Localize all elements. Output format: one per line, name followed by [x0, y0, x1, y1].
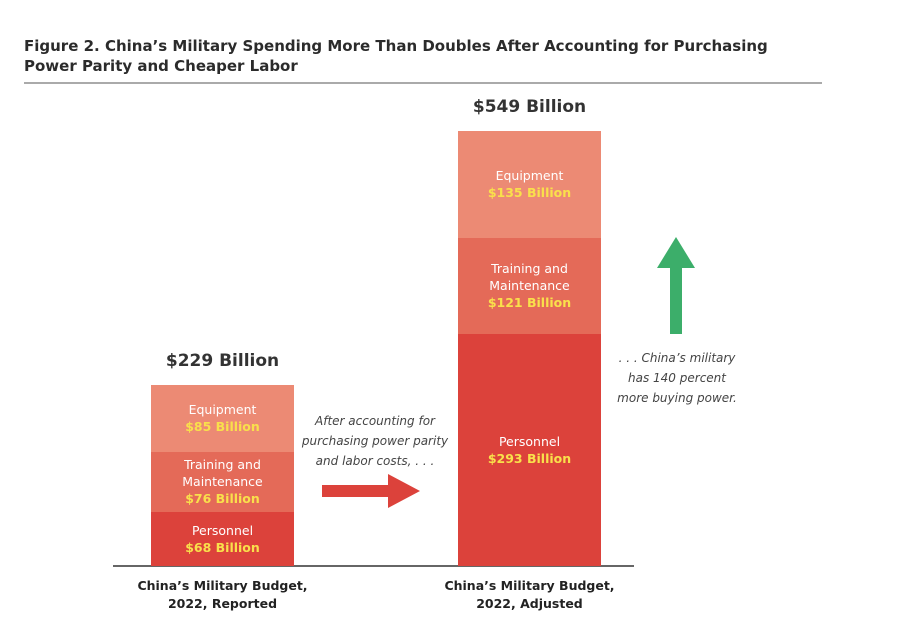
segment-label: Personnel — [191, 523, 254, 539]
x-tick-label: China’s Military Budget, 2022, Reported — [137, 578, 308, 611]
chart-title: Figure 2. China’s Military Spending More… — [24, 37, 768, 75]
total-label: $549 Billion — [472, 97, 587, 117]
value-label: $121 Billion — [487, 295, 572, 311]
right-arrow — [322, 474, 420, 508]
x-tick-label: China’s Military Budget, 2022, Adjusted — [444, 578, 615, 611]
value-label: $293 Billion — [487, 450, 572, 466]
value-label: $68 Billion — [185, 540, 260, 556]
bar-segment: Personnel $68 Billion — [151, 512, 294, 566]
bar-segment: Equipment $85 Billion — [151, 384, 294, 452]
bar-segment: Equipment $135 Billion — [458, 131, 601, 238]
segment-label: Equipment — [188, 402, 257, 418]
segment-label: Training and Maintenance — [182, 457, 263, 490]
annotation: . . . China’s military has 140 percent m… — [617, 351, 737, 405]
up-arrow — [657, 237, 695, 334]
bar-segment: Training and Maintenance $76 Billion — [151, 451, 294, 513]
bar-segment: Training and Maintenance $121 Billion — [458, 237, 601, 334]
segment-label: Personnel — [498, 433, 561, 449]
segment-label: Equipment — [495, 168, 564, 184]
bar-segment: Personnel $293 Billion — [458, 333, 601, 566]
value-label: $135 Billion — [487, 185, 572, 201]
annotation: After accounting for purchasing power pa… — [301, 414, 449, 468]
value-label: $76 Billion — [185, 491, 260, 507]
segment-label: Training and Maintenance — [489, 261, 570, 294]
value-label: $85 Billion — [185, 419, 260, 435]
total-label: $229 Billion — [165, 350, 280, 371]
